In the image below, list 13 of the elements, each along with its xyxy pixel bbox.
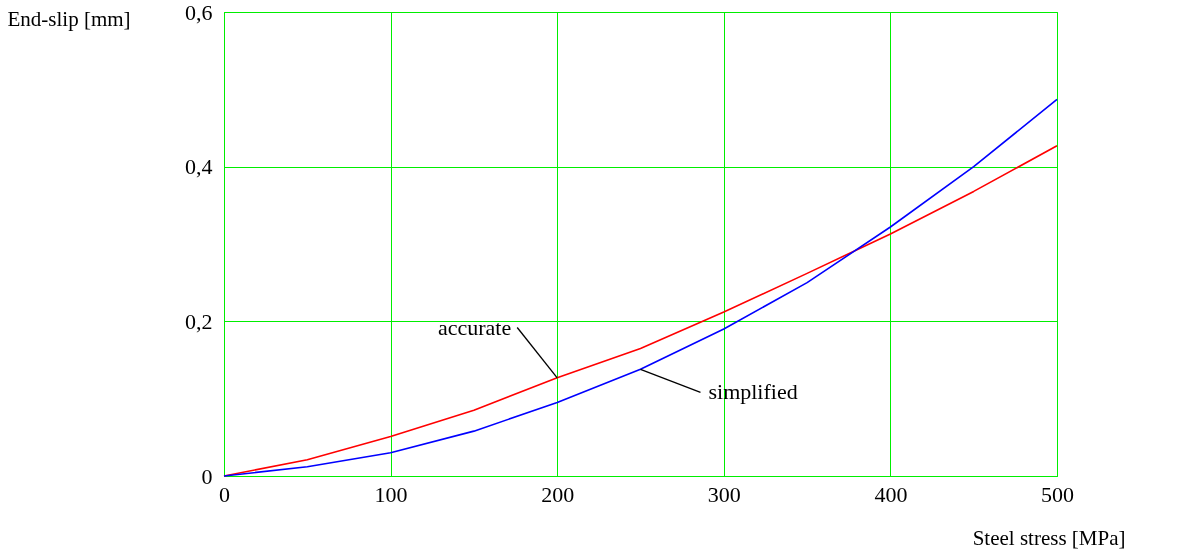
x-tick-label: 500 bbox=[1041, 481, 1074, 507]
x-tick-label: 100 bbox=[374, 481, 408, 507]
y-axis-title: End-slip [mm] bbox=[7, 6, 131, 31]
x-axis-title: Steel stress [MPa] bbox=[972, 525, 1126, 550]
x-tick-label: 400 bbox=[874, 481, 908, 507]
x-tick-label: 0 bbox=[219, 481, 230, 507]
text: accurate bbox=[437, 314, 512, 340]
y-tick-label: 0,2 bbox=[185, 308, 213, 334]
y-tick-label: 0 bbox=[201, 463, 213, 489]
x-tick-label: 300 bbox=[707, 481, 741, 507]
y-tick-label: 0,4 bbox=[185, 154, 213, 180]
y-tick-label: 0,6 bbox=[185, 0, 213, 25]
x-tick-label: 200 bbox=[541, 481, 575, 507]
